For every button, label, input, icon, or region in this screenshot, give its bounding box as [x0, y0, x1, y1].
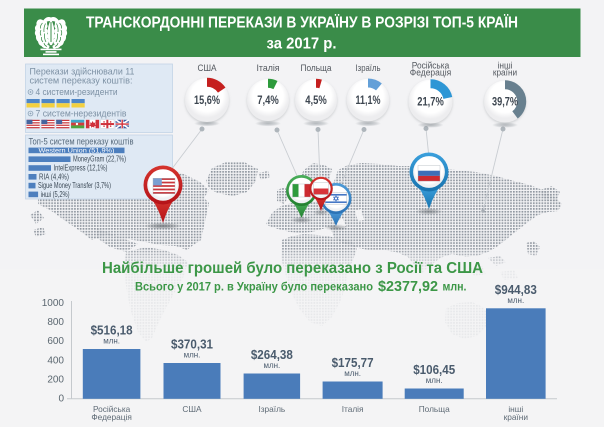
svg-text:Перекази здійснювали 11: Перекази здійснювали 11	[30, 67, 135, 77]
svg-text:за 2017 р.: за 2017 р.	[267, 36, 337, 53]
svg-text:Російська: Російська	[93, 404, 131, 414]
svg-text:$175,77: $175,77	[332, 355, 374, 370]
svg-text:11,1%: 11,1%	[356, 95, 381, 107]
svg-text:систем переказу коштів:: систем переказу коштів:	[30, 76, 133, 86]
svg-text:млн.: млн.	[263, 361, 280, 370]
svg-text:$106,45: $106,45	[413, 362, 455, 377]
svg-text:країни: країни	[493, 68, 517, 78]
svg-text:7 систем-нерезидентів: 7 систем-нерезидентів	[36, 109, 127, 119]
svg-text:Найбільше грошей було переказа: Найбільше грошей було переказано з Росії…	[102, 260, 483, 277]
svg-text:$944,83: $944,83	[495, 282, 537, 297]
svg-text:Федерація: Федерація	[410, 68, 452, 78]
svg-text:600: 600	[47, 336, 64, 347]
svg-text:млн.: млн.	[426, 376, 443, 385]
svg-text:країни: країни	[504, 412, 529, 422]
svg-text:21,7%: 21,7%	[417, 96, 444, 108]
svg-text:4 системи-резиденти: 4 системи-резиденти	[36, 87, 118, 97]
svg-text:Sigue Money Transfer (3,7%): Sigue Money Transfer (3,7%)	[38, 180, 111, 190]
svg-text:39,7%: 39,7%	[492, 96, 518, 108]
svg-text:800: 800	[47, 317, 64, 328]
svg-text:млн.: млн.	[507, 296, 524, 305]
svg-text:інші: інші	[498, 61, 513, 71]
svg-text:IntelExpress (12,1%): IntelExpress (12,1%)	[54, 163, 108, 173]
svg-text:RIA (4,4%): RIA (4,4%)	[39, 171, 69, 181]
svg-text:4,5%: 4,5%	[305, 95, 327, 107]
svg-text:Ізраїль: Ізраїль	[258, 404, 285, 414]
svg-text:MoneyGram (22,7%): MoneyGram (22,7%)	[73, 154, 126, 164]
svg-text:ТРАНСКОРДОННІ ПЕРЕКАЗИ В УКРА: ТРАНСКОРДОННІ ПЕРЕКАЗИ В УКРАЇНУ В РОЗРІ…	[86, 15, 518, 32]
svg-text:Топ-5 систем переказу коштів: Топ-5 систем переказу коштів	[29, 137, 134, 147]
svg-text:млн.: млн.	[344, 369, 361, 378]
svg-text:7,4%: 7,4%	[257, 95, 279, 107]
svg-text:Всього у 2017 р. в Україну бул: Всього у 2017 р. в Україну було переказа…	[135, 282, 373, 294]
svg-text:Італія: Італія	[257, 63, 280, 73]
svg-text:млн.: млн.	[103, 337, 120, 346]
svg-text:млн.: млн.	[443, 282, 467, 294]
svg-text:Російська: Російська	[412, 61, 450, 71]
svg-text:інші: інші	[508, 404, 523, 414]
svg-text:інші (5,2%): інші (5,2%)	[41, 189, 70, 199]
svg-text:1000: 1000	[42, 298, 65, 309]
svg-text:Федерація: Федерація	[91, 412, 132, 422]
svg-text:0: 0	[58, 394, 64, 405]
svg-text:Польща: Польща	[301, 63, 332, 73]
svg-text:$264,38: $264,38	[251, 347, 293, 362]
svg-text:15,6%: 15,6%	[194, 95, 220, 107]
svg-text:Польща: Польща	[419, 404, 450, 414]
svg-text:400: 400	[47, 355, 64, 366]
svg-text:Western Union (51,9%): Western Union (51,9%)	[39, 147, 115, 154]
svg-text:США: США	[198, 63, 217, 73]
svg-text:Ізраїль: Ізраїль	[356, 63, 381, 73]
svg-text:Італія: Італія	[342, 404, 364, 414]
svg-text:200: 200	[47, 374, 64, 385]
svg-text:$370,31: $370,31	[171, 337, 213, 352]
svg-text:$516,18: $516,18	[91, 323, 133, 338]
svg-text:США: США	[182, 404, 202, 414]
svg-text:млн.: млн.	[184, 351, 201, 360]
svg-text:$2377,92: $2377,92	[378, 278, 438, 295]
